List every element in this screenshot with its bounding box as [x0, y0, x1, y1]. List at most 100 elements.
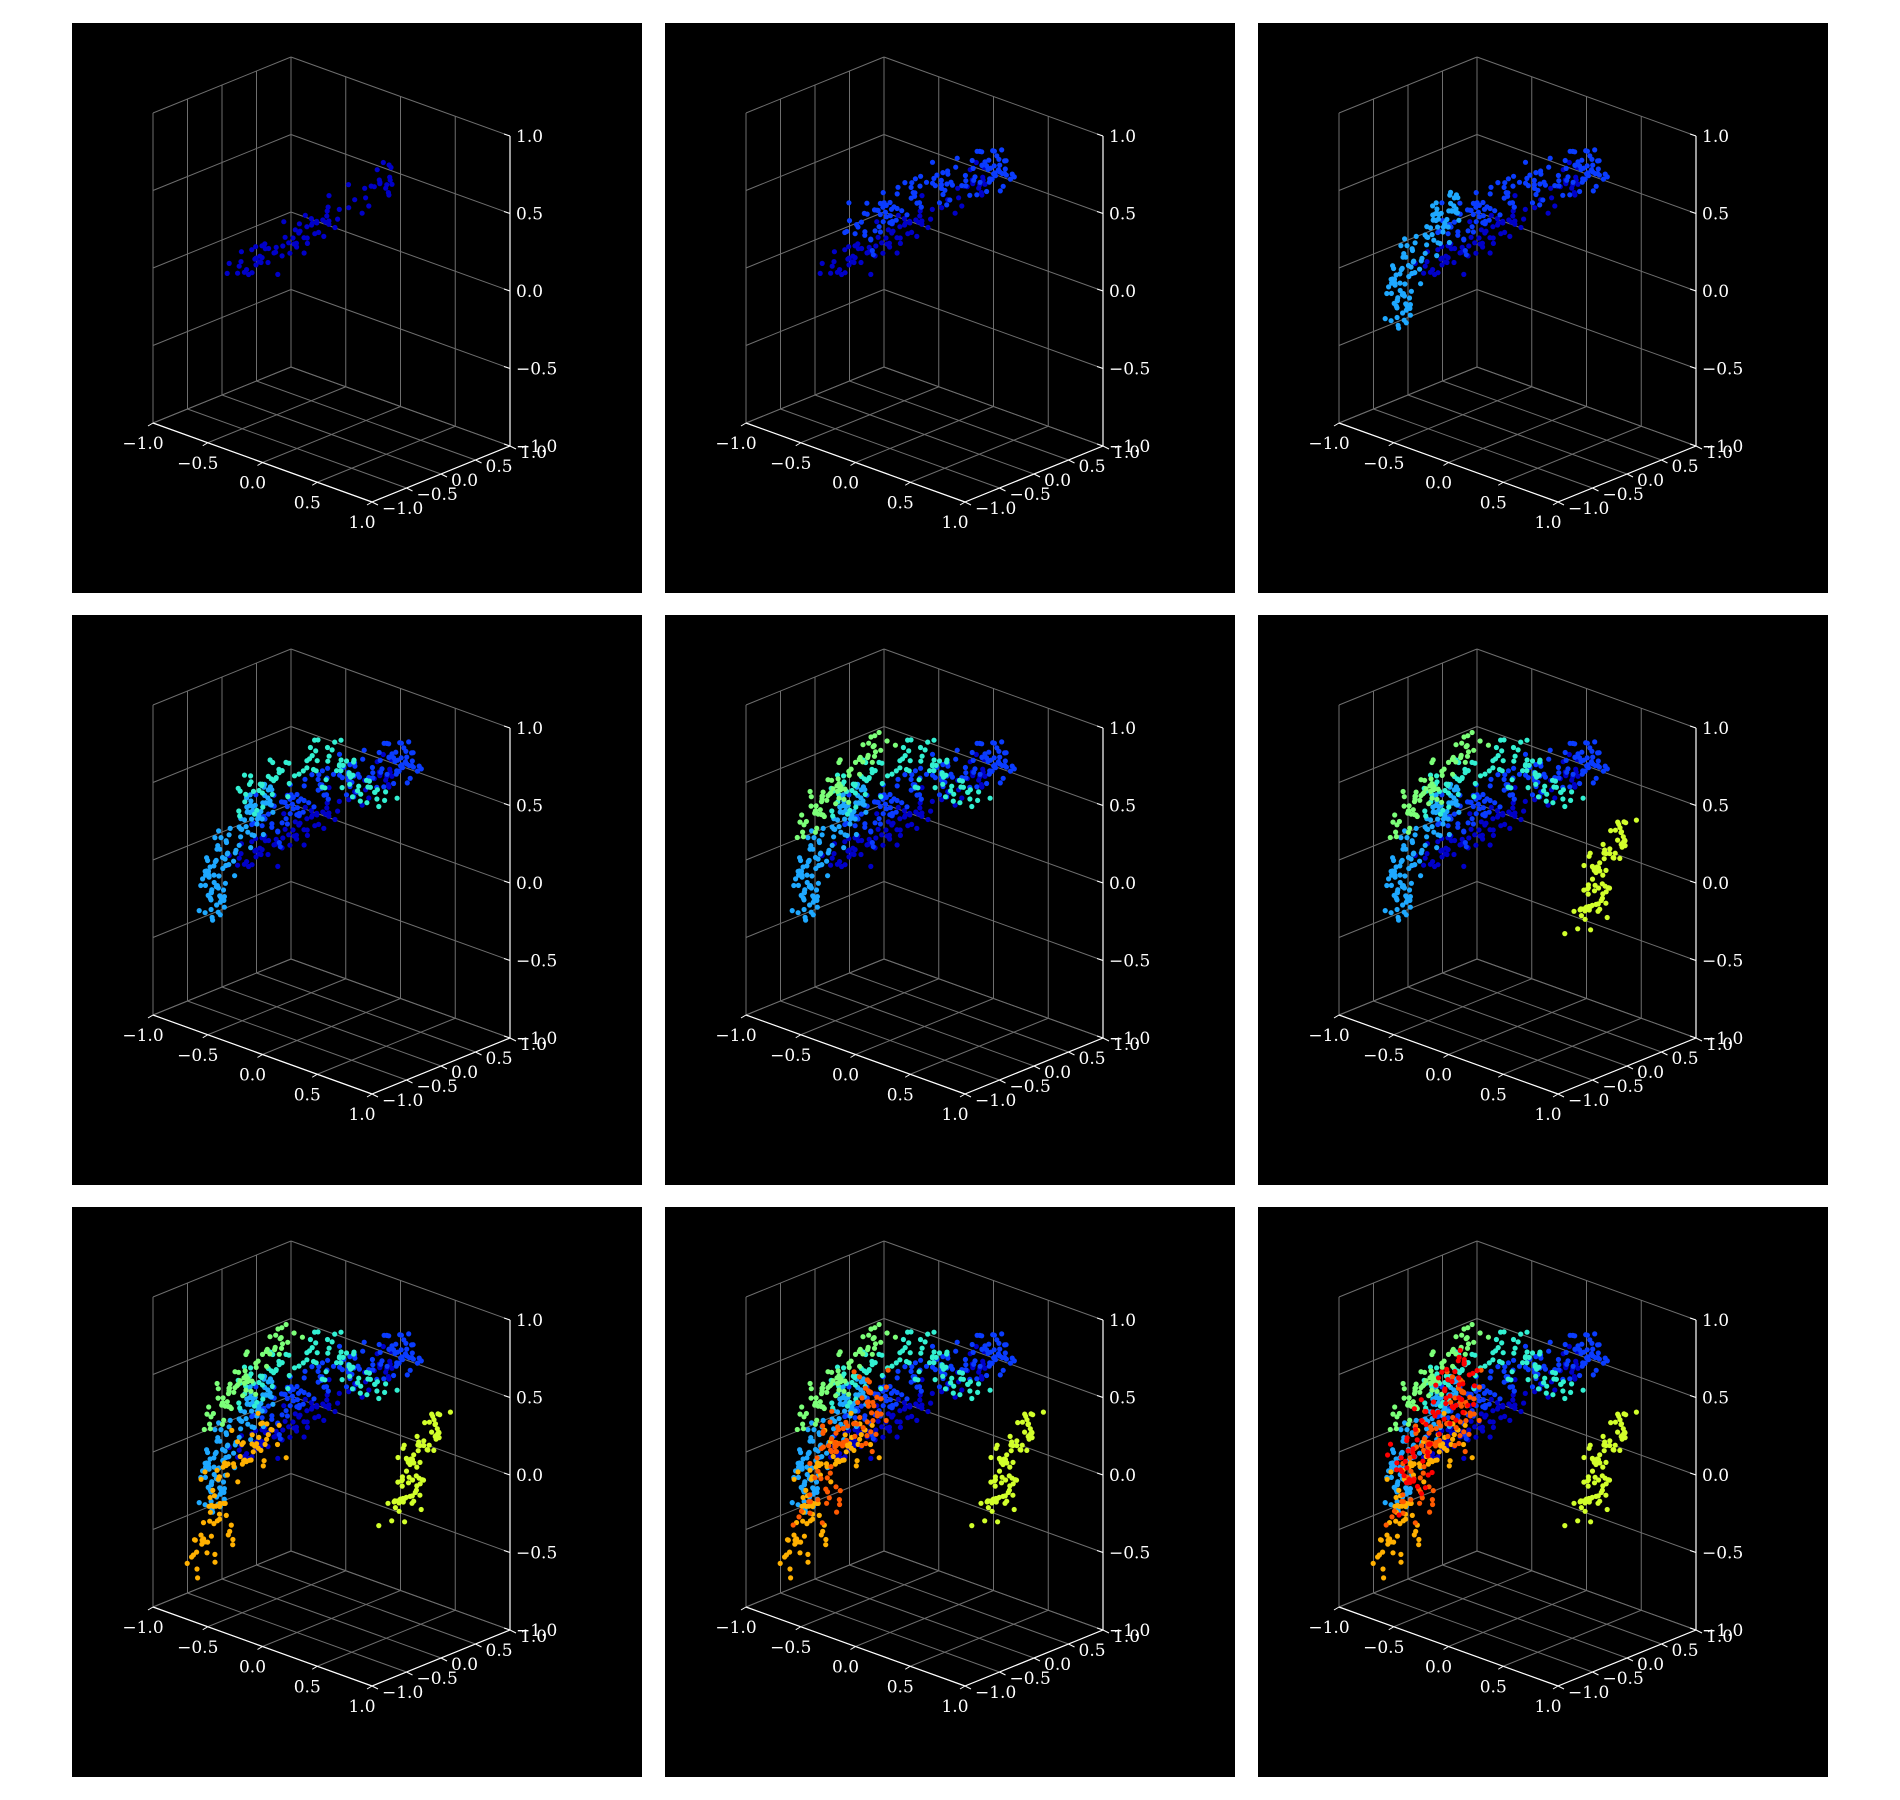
data-point: [1429, 1351, 1435, 1358]
data-point: [1608, 1420, 1614, 1426]
data-point: [1473, 1434, 1479, 1440]
data-point: [990, 1332, 996, 1338]
x-tick-label: −0.5: [770, 1638, 811, 1658]
data-point: [267, 798, 273, 804]
data-point: [1453, 192, 1459, 198]
data-point: [374, 167, 380, 173]
data-point: [829, 1400, 835, 1406]
data-point: [1577, 188, 1583, 195]
x-tick-label: −1.0: [1308, 1618, 1349, 1638]
data-point: [812, 1400, 819, 1406]
data-point: [900, 744, 907, 751]
data-point: [405, 1480, 412, 1486]
gridline-y-bottom: [1442, 380, 1662, 461]
data-point: [1521, 808, 1527, 814]
data-point: [1401, 1386, 1407, 1392]
data-point: [919, 785, 925, 791]
data-point: [818, 1476, 824, 1482]
data-point: [1602, 1355, 1608, 1361]
data-point: [1423, 1408, 1429, 1415]
data-point: [1004, 1452, 1010, 1458]
y-tick: [1557, 1685, 1565, 1690]
data-point: [421, 1442, 427, 1449]
data-point: [323, 1369, 329, 1375]
data-point: [873, 1431, 879, 1437]
data-point: [1443, 1395, 1449, 1401]
z-tick-label: 0.5: [516, 797, 543, 817]
data-point: [1407, 894, 1413, 900]
data-point: [1586, 1445, 1592, 1451]
data-point: [1498, 737, 1504, 743]
data-point: [1590, 169, 1596, 175]
data-point: [869, 1422, 875, 1428]
data-point: [820, 1423, 826, 1429]
data-point: [1543, 798, 1549, 804]
data-point: [809, 873, 815, 879]
data-point: [973, 1343, 979, 1350]
data-point: [1562, 749, 1568, 756]
data-point: [256, 1434, 262, 1440]
data-point: [236, 1447, 242, 1453]
data-point: [1392, 812, 1398, 818]
y-tick: [1592, 1671, 1599, 1676]
data-point: [290, 827, 296, 833]
data-point: [999, 739, 1005, 745]
data-point: [217, 893, 223, 899]
data-point: [238, 249, 244, 255]
data-point: [1470, 229, 1476, 235]
gridline-z-left: [152, 726, 292, 783]
data-point: [1490, 765, 1496, 771]
data-point: [1535, 794, 1542, 800]
data-point: [1604, 1506, 1610, 1513]
data-point: [210, 1503, 216, 1509]
data-point: [366, 203, 372, 209]
data-point: [1592, 1331, 1598, 1337]
data-point: [213, 1449, 219, 1455]
z-tick-label: 1.0: [516, 127, 543, 147]
data-point: [977, 148, 983, 154]
data-point: [865, 755, 871, 761]
data-point: [866, 1332, 872, 1338]
scatter-points: [224, 159, 395, 278]
data-point: [1475, 801, 1481, 807]
data-point: [1412, 796, 1418, 802]
data-point: [1556, 775, 1562, 781]
data-point: [346, 205, 352, 211]
data-point: [1595, 166, 1601, 172]
y-tick: [1557, 1093, 1565, 1098]
data-point: [949, 1366, 956, 1372]
data-point: [1404, 1437, 1410, 1444]
data-point: [1397, 1521, 1403, 1527]
data-point: [1409, 246, 1415, 252]
data-point: [1511, 758, 1517, 764]
data-point: [211, 1493, 218, 1499]
data-point: [970, 165, 976, 171]
z-tick-label: −1.0: [1702, 1029, 1743, 1049]
data-point: [249, 1378, 255, 1384]
data-point: [253, 854, 259, 860]
data-point: [970, 757, 976, 764]
data-point: [377, 1349, 383, 1355]
data-point: [820, 1417, 826, 1423]
data-point: [1399, 292, 1405, 298]
y-tick: [1695, 1629, 1703, 1634]
data-point: [266, 837, 272, 844]
data-point: [1433, 1439, 1439, 1446]
data-point: [1388, 882, 1394, 889]
panel-background: [1258, 615, 1828, 1185]
data-point: [1579, 157, 1585, 163]
data-point: [828, 1447, 834, 1453]
data-point: [902, 1364, 908, 1370]
data-point: [923, 1363, 930, 1369]
data-point: [313, 1340, 319, 1346]
data-point: [223, 838, 229, 844]
data-point: [1434, 253, 1440, 259]
data-point: [1590, 188, 1596, 194]
data-point: [1439, 1364, 1445, 1370]
data-point: [1593, 183, 1599, 189]
data-point: [1510, 1397, 1516, 1403]
data-point: [1600, 841, 1606, 848]
data-point: [1511, 173, 1517, 179]
data-point: [893, 1401, 899, 1407]
data-point: [399, 1478, 405, 1484]
